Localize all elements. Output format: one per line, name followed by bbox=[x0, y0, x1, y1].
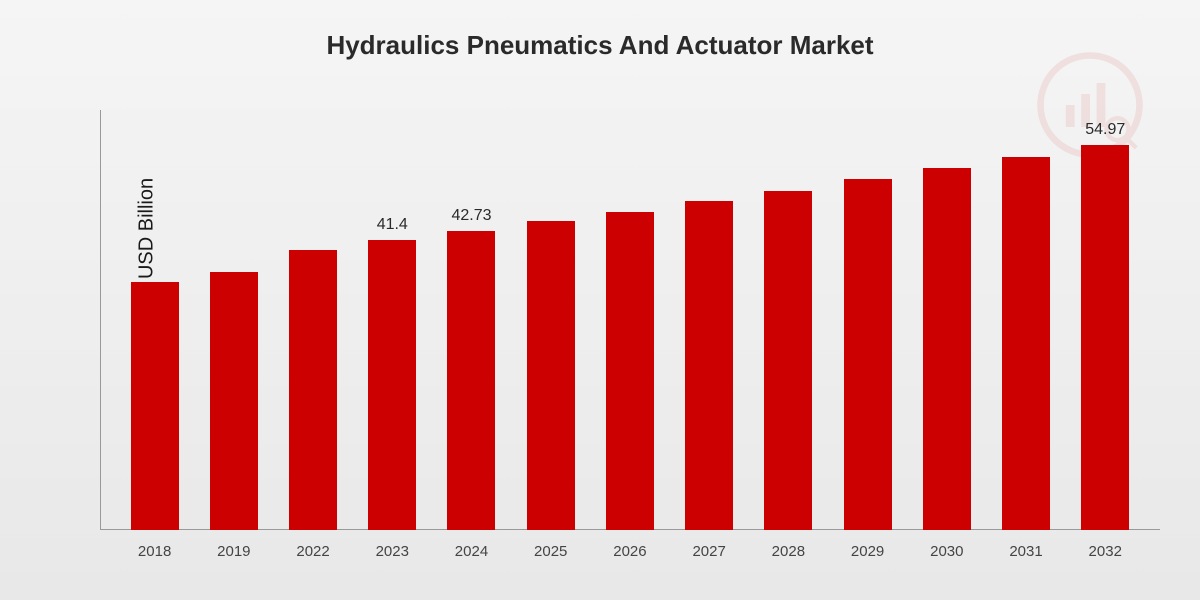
bar bbox=[1002, 157, 1050, 530]
x-axis-label: 2032 bbox=[1081, 543, 1129, 560]
bar bbox=[131, 282, 179, 531]
x-axis-label: 2031 bbox=[1002, 543, 1050, 560]
bar-value-label: 54.97 bbox=[1085, 121, 1125, 139]
bar bbox=[447, 231, 495, 530]
bar bbox=[289, 250, 337, 530]
bar-group bbox=[131, 282, 179, 531]
bar bbox=[527, 221, 575, 530]
x-axis-labels: 2018 2019 2022 2023 2024 2025 2026 2027 2028 2029… bbox=[100, 543, 1160, 560]
bar bbox=[923, 168, 971, 530]
chart-plot-area: 41.442.7354.97 2018201920222023202420252… bbox=[100, 110, 1160, 530]
bar-group bbox=[527, 221, 575, 530]
bar bbox=[1081, 145, 1129, 530]
bar-group bbox=[210, 272, 258, 530]
x-axis-label: 2030 bbox=[923, 543, 971, 560]
bar-value-label: 41.4 bbox=[377, 216, 408, 234]
bar bbox=[685, 201, 733, 530]
bar-value-label: 42.73 bbox=[451, 207, 491, 225]
bar-group bbox=[289, 250, 337, 530]
bar-group: 41.4 bbox=[368, 240, 416, 530]
bar-group: 54.97 bbox=[1081, 145, 1129, 530]
bar bbox=[368, 240, 416, 530]
bar-group bbox=[923, 168, 971, 530]
x-axis-label: 2024 bbox=[447, 543, 495, 560]
bar-group bbox=[764, 191, 812, 531]
x-axis-label: 2025 bbox=[527, 543, 575, 560]
bar bbox=[844, 179, 892, 530]
bar bbox=[764, 191, 812, 531]
x-axis-label: 2028 bbox=[764, 543, 812, 560]
bar-group bbox=[606, 212, 654, 531]
x-axis-label: 2018 bbox=[131, 543, 179, 560]
x-axis-label: 2027 bbox=[685, 543, 733, 560]
bar bbox=[210, 272, 258, 530]
x-axis-label: 2026 bbox=[606, 543, 654, 560]
x-axis-label: 2029 bbox=[844, 543, 892, 560]
x-axis-label: 2022 bbox=[289, 543, 337, 560]
bar bbox=[606, 212, 654, 531]
bar-group: 42.73 bbox=[447, 231, 495, 530]
bar-group bbox=[844, 179, 892, 530]
bar-group bbox=[1002, 157, 1050, 530]
x-axis-label: 2023 bbox=[368, 543, 416, 560]
bars-container: 41.4 42.73 54.97 bbox=[100, 110, 1160, 530]
bar-group bbox=[685, 201, 733, 530]
chart-title: Hydraulics Pneumatics And Actuator Marke… bbox=[0, 0, 1200, 61]
x-axis-label: 2019 bbox=[210, 543, 258, 560]
